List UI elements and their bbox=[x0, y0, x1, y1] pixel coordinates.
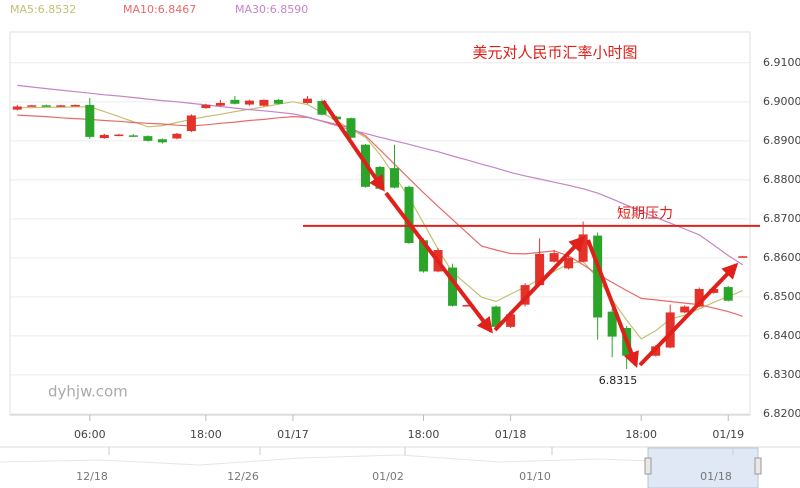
navigator-handle[interactable] bbox=[754, 457, 762, 475]
legend-entry: MA5:6.8532 bbox=[10, 3, 76, 16]
ma-line bbox=[17, 114, 743, 317]
y-tick-label: 6.9100 bbox=[763, 56, 800, 69]
candle-body bbox=[99, 134, 109, 139]
ma-line bbox=[17, 101, 743, 340]
plot-frame bbox=[9, 31, 751, 416]
arrow bbox=[493, 235, 586, 332]
navigator-handle[interactable] bbox=[644, 457, 652, 475]
candle-body bbox=[186, 115, 196, 132]
ma-line bbox=[17, 84, 744, 266]
arrow bbox=[384, 191, 493, 334]
candle-body bbox=[215, 102, 225, 106]
candle-body bbox=[738, 256, 748, 258]
legend-entry: MA10:6.8467 bbox=[123, 3, 196, 16]
candle-body bbox=[56, 105, 66, 107]
candle-body bbox=[694, 289, 704, 307]
candle-body bbox=[172, 133, 182, 139]
candle-body bbox=[85, 104, 95, 137]
ma-lines bbox=[17, 84, 744, 340]
x-tick-label: 01/17 bbox=[277, 428, 309, 441]
resistance-label: 短期压力 bbox=[617, 206, 673, 222]
candle-body bbox=[723, 287, 733, 301]
candle-body bbox=[114, 134, 124, 137]
candle-body bbox=[549, 253, 559, 262]
y-tick-label: 6.8300 bbox=[763, 368, 800, 381]
candle-body bbox=[244, 100, 254, 105]
y-tick-label: 6.8400 bbox=[763, 329, 800, 342]
candle-body bbox=[390, 168, 400, 188]
watermark: dyhjw.com bbox=[48, 383, 128, 401]
y-tick-label: 6.8200 bbox=[763, 407, 800, 420]
y-tick-label: 6.8900 bbox=[763, 134, 800, 147]
candle-body bbox=[12, 106, 22, 110]
arrow bbox=[321, 99, 385, 192]
arrow bbox=[586, 239, 639, 368]
candle-body bbox=[317, 101, 327, 115]
grid: 6.8200 6.8300 6.8400 6.8500 6.8600 6.8700 6.88… bbox=[10, 56, 800, 441]
navigator: 12/18 12/26 01/02 01/10 01/18 bbox=[0, 446, 800, 488]
candle-body bbox=[506, 314, 516, 327]
candle-body bbox=[201, 104, 211, 109]
candle-body bbox=[273, 99, 283, 104]
candle-body bbox=[346, 118, 356, 138]
arrow bbox=[638, 262, 739, 367]
candle-body bbox=[157, 139, 167, 143]
x-tick-label: 06:00 bbox=[74, 428, 106, 441]
navigator-label: 01/18 bbox=[700, 470, 732, 483]
legend: MA5:6.8532 MA10:6.8467 MA30:6.8590 bbox=[10, 3, 308, 16]
navigator-label: 12/18 bbox=[76, 470, 108, 483]
candle-body bbox=[70, 104, 80, 107]
x-tick-label: 18:00 bbox=[625, 428, 657, 441]
x-tick-label: 18:00 bbox=[190, 428, 222, 441]
candle-body bbox=[593, 235, 603, 318]
x-tick-label: 01/18 bbox=[495, 428, 527, 441]
candle-body bbox=[491, 306, 501, 327]
navigator-label: 01/02 bbox=[372, 470, 404, 483]
candle-body bbox=[230, 99, 240, 104]
candle-body bbox=[41, 105, 51, 107]
low-label: 6.8315 bbox=[599, 374, 638, 387]
y-tick-label: 6.9000 bbox=[763, 95, 800, 108]
navigator-label: 12/26 bbox=[227, 470, 259, 483]
navigator-label: 01/10 bbox=[519, 470, 551, 483]
y-tick-label: 6.8700 bbox=[763, 212, 800, 225]
legend-entry: MA30:6.8590 bbox=[235, 3, 308, 16]
candle-body bbox=[27, 105, 37, 107]
candle-body bbox=[404, 186, 414, 244]
candle-body bbox=[448, 267, 458, 306]
candle-body bbox=[128, 135, 138, 137]
candle-body bbox=[607, 311, 617, 337]
candle-body bbox=[680, 306, 690, 313]
candle-body bbox=[665, 312, 675, 348]
candle-body bbox=[419, 240, 429, 272]
x-tick-label: 18:00 bbox=[408, 428, 440, 441]
candle-body bbox=[520, 285, 530, 305]
y-tick-label: 6.8600 bbox=[763, 251, 800, 264]
x-tick-label: 01/19 bbox=[712, 428, 744, 441]
y-tick-label: 6.8500 bbox=[763, 290, 800, 303]
candle-body bbox=[143, 136, 153, 141]
trend-arrows bbox=[321, 99, 739, 368]
candle-body bbox=[462, 305, 472, 307]
candle-body bbox=[535, 253, 545, 286]
candle-body bbox=[302, 98, 312, 103]
y-tick-label: 6.8800 bbox=[763, 173, 800, 186]
chart-title: 美元对人民币汇率小时图 bbox=[472, 44, 637, 62]
candle-body bbox=[564, 257, 574, 269]
candle-body bbox=[259, 99, 269, 106]
